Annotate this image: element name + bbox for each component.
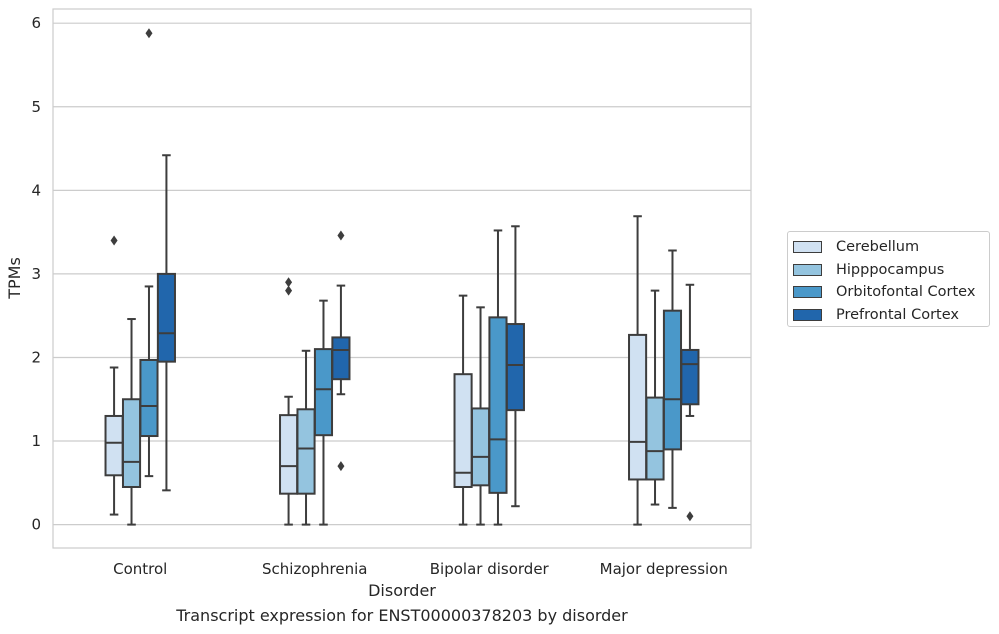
box-cerebellum (453, 294, 473, 526)
box-cerebellum (628, 215, 648, 526)
box-hipppocampus (470, 306, 491, 526)
outlier-point (285, 285, 293, 296)
y-tick-label: 2 (31, 348, 41, 366)
box-iqr (313, 348, 334, 437)
legend-item: Cerebellum (793, 236, 989, 259)
box-prefrontal-cortex (156, 154, 176, 492)
box-prefrontal-cortex (680, 283, 700, 522)
box-iqr (488, 316, 508, 494)
legend-swatch (793, 308, 822, 321)
legend-swatch (793, 263, 822, 276)
y-axis-label: TPMs (5, 257, 24, 300)
y-tick-label: 6 (31, 14, 41, 32)
outlier-point (337, 461, 345, 472)
legend-label: Cerebellum (836, 239, 920, 256)
legend-item: Prefrontal Cortex (793, 304, 989, 327)
x-axis-label: Disorder (368, 581, 436, 600)
box-cerebellum (104, 235, 124, 516)
x-tick-label: Schizophrenia (262, 560, 367, 578)
legend-swatch (793, 241, 822, 254)
y-tick-label: 4 (31, 181, 41, 199)
box-orbitofontal-cortex (313, 299, 334, 526)
legend-label: Hipppocampus (836, 261, 945, 278)
box-hipppocampus (645, 289, 665, 506)
box-orbitofontal-cortex (488, 229, 508, 526)
outlier-point (145, 28, 153, 39)
y-tick-label: 5 (31, 98, 41, 116)
x-tick-label: Major depression (600, 560, 728, 578)
outlier-point (686, 511, 694, 522)
box-iqr (331, 336, 351, 381)
x-tick-label: Control (113, 560, 167, 578)
figure-caption: Transcript expression for ENST0000037820… (176, 606, 628, 625)
box-plot-area (104, 28, 700, 526)
box-iqr (505, 323, 525, 412)
legend-item: Hipppocampus (793, 259, 989, 282)
box-iqr (453, 373, 473, 488)
legend-label: Orbitofontal Cortex (836, 284, 976, 301)
box-hipppocampus (121, 318, 142, 526)
y-tick-label: 1 (31, 432, 41, 450)
box-orbitofontal-cortex (139, 28, 159, 478)
outlier-point (285, 277, 293, 288)
x-tick-labels: Control Schizophrenia Bipolar disorder Majo… (113, 560, 728, 578)
y-tick-label: 0 (31, 516, 41, 534)
outlier-point (110, 235, 118, 246)
y-tick-label: 3 (31, 265, 41, 283)
plot-frame (52, 8, 752, 549)
legend: Cerebellum Hipppocampus Orbitofontal Corte… (787, 231, 990, 327)
box-hipppocampus (296, 349, 316, 526)
box-iqr (470, 407, 491, 487)
outlier-point (337, 230, 345, 241)
box-cerebellum (279, 277, 299, 526)
box-iqr (121, 398, 142, 488)
box-iqr (680, 348, 700, 406)
legend-swatch (793, 286, 822, 299)
box-iqr (104, 414, 124, 477)
box-iqr (645, 396, 665, 481)
legend-item: Orbitofontal Cortex (793, 281, 989, 304)
box-iqr (662, 309, 683, 451)
box-iqr (296, 408, 316, 495)
legend-label: Prefrontal Cortex (836, 306, 959, 323)
box-iqr (139, 358, 159, 438)
box-iqr (156, 272, 176, 363)
box-prefrontal-cortex (505, 225, 525, 508)
box-orbitofontal-cortex (662, 249, 683, 509)
box-iqr (279, 414, 299, 495)
box-prefrontal-cortex (331, 230, 351, 472)
y-tick-labels: 0 1 2 3 4 5 6 (31, 14, 41, 533)
box-iqr (628, 333, 648, 481)
x-tick-label: Bipolar disorder (430, 560, 550, 578)
